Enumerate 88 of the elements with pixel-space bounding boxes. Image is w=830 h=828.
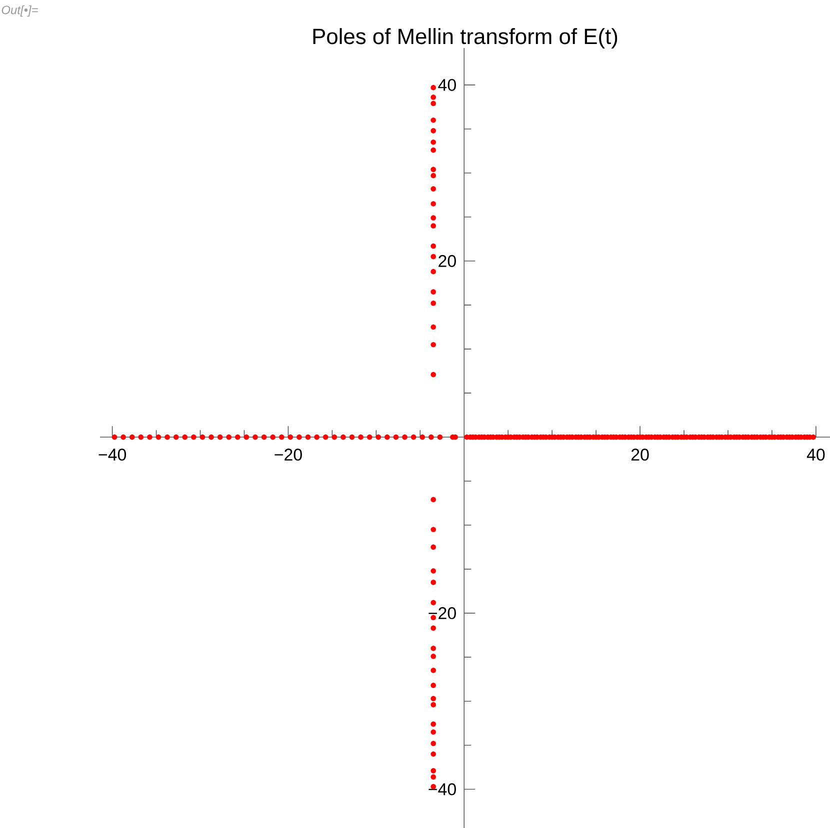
- point: [349, 434, 355, 440]
- point: [430, 223, 436, 228]
- point: [430, 215, 436, 221]
- point: [430, 774, 436, 780]
- point: [234, 434, 240, 440]
- point: [217, 434, 223, 440]
- point: [278, 434, 284, 440]
- point: [173, 434, 179, 440]
- point: [305, 434, 311, 440]
- point: [147, 434, 152, 440]
- point: [208, 434, 214, 440]
- point: [376, 434, 382, 440]
- point: [430, 300, 436, 306]
- point: [129, 434, 135, 440]
- point: [270, 434, 276, 440]
- point: [430, 254, 436, 260]
- point: [430, 342, 436, 348]
- point: [420, 434, 426, 440]
- x-tick-label: 40: [806, 448, 825, 461]
- point: [164, 434, 170, 440]
- point: [138, 434, 144, 440]
- x-tick-label: 20: [631, 448, 649, 461]
- point: [430, 268, 436, 274]
- point: [402, 434, 408, 440]
- point: [430, 721, 436, 727]
- point: [182, 434, 188, 440]
- point: [430, 289, 436, 295]
- point: [430, 646, 436, 652]
- text: Out[•]=: [2, 5, 38, 17]
- point: [191, 434, 196, 440]
- point: [226, 434, 232, 440]
- point: [314, 434, 320, 440]
- point: [430, 668, 436, 674]
- point: [430, 166, 436, 172]
- point: [384, 434, 390, 440]
- point: [430, 100, 436, 106]
- point: [252, 434, 258, 440]
- point: [112, 434, 118, 440]
- point: [430, 147, 436, 153]
- y-tick-label: 40: [438, 78, 456, 91]
- point: [244, 434, 250, 440]
- point: [430, 324, 436, 330]
- point: [430, 128, 436, 134]
- point: [430, 751, 436, 757]
- point: [430, 702, 436, 708]
- point: [430, 654, 436, 659]
- point: [430, 118, 436, 123]
- point: [430, 696, 436, 702]
- point: [358, 434, 364, 440]
- point: [430, 526, 436, 532]
- point: [430, 729, 436, 735]
- point: [322, 434, 328, 440]
- point: [120, 434, 126, 440]
- point: [156, 434, 162, 440]
- point: [430, 496, 436, 502]
- point: [437, 434, 443, 440]
- point: [430, 740, 436, 746]
- point: [393, 434, 399, 440]
- point: [430, 243, 436, 249]
- y-tick-label: −20: [428, 607, 456, 620]
- point: [261, 434, 267, 440]
- point: [430, 600, 436, 606]
- y-tick-label: 20: [438, 255, 456, 268]
- point: [410, 434, 416, 440]
- point: [366, 434, 372, 440]
- point: [430, 186, 436, 192]
- point: [340, 434, 346, 440]
- point: [430, 372, 436, 378]
- point: [430, 544, 436, 550]
- point: [428, 434, 434, 440]
- point: [288, 434, 294, 440]
- point: [200, 434, 206, 440]
- point: [332, 434, 338, 440]
- y-tick-label: −40: [428, 783, 456, 796]
- point: [430, 682, 436, 688]
- point: [430, 625, 436, 631]
- point: [430, 201, 436, 206]
- point: [430, 172, 436, 178]
- point: [430, 768, 436, 774]
- point: [430, 568, 436, 574]
- chart-title: Poles of Mellin transform of E(t): [313, 28, 618, 49]
- point: [430, 84, 436, 90]
- point: [430, 140, 436, 145]
- point: [430, 580, 436, 586]
- point: [296, 434, 302, 440]
- x-tick-label: −20: [274, 448, 302, 461]
- x-tick-label: −40: [98, 448, 126, 461]
- point: [430, 94, 436, 100]
